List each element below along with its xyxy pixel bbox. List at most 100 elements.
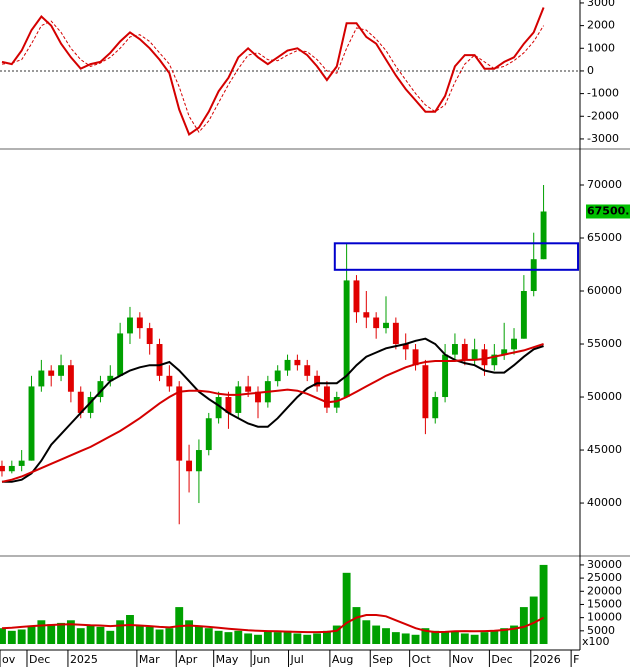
candle-body	[383, 322, 389, 329]
x-tick-label: 2026	[533, 653, 561, 666]
y-tick-label: -1000	[587, 87, 619, 100]
candle-body	[373, 317, 380, 329]
candle-body	[540, 211, 547, 260]
x-tick-label: Dec	[491, 653, 512, 666]
x-tick-label: 2025	[70, 653, 98, 666]
candle-body	[314, 375, 321, 387]
volume-bar	[293, 633, 302, 644]
last-price-box	[586, 204, 630, 219]
candle-body	[8, 465, 15, 472]
candle-body	[58, 365, 65, 376]
volume-bar	[96, 626, 105, 644]
y-tick-label: 55000	[587, 337, 622, 350]
y-tick-label: 15000	[587, 597, 622, 610]
x-tick-label: May	[216, 653, 239, 666]
y-tick-label: 20000	[587, 584, 622, 597]
candle-body	[117, 333, 124, 376]
volume-bar	[126, 615, 134, 644]
y-tick-label: -3000	[587, 132, 619, 145]
candle-body	[97, 381, 104, 398]
candle-body	[186, 460, 193, 472]
candle-body	[353, 280, 360, 313]
highlight-box	[333, 242, 580, 271]
volume-bar	[401, 633, 410, 644]
last-price-label: 67500.00	[587, 204, 630, 217]
volume-bar	[431, 630, 440, 644]
candle-body	[511, 338, 517, 350]
volume-bar	[500, 628, 509, 644]
volume-bar	[234, 630, 243, 644]
x-tick-label: Aug	[332, 653, 353, 666]
candle-body	[127, 317, 133, 334]
x-tick-label: Jul	[290, 653, 304, 666]
candle-body	[304, 365, 311, 376]
line-series	[2, 337, 544, 483]
volume-bar	[529, 596, 538, 644]
x-tick-label: Mar	[139, 653, 160, 666]
candle-body	[491, 354, 498, 366]
volume-bar	[372, 625, 381, 644]
candle-body	[176, 386, 183, 461]
candle-body	[520, 291, 527, 339]
candle-body	[38, 370, 45, 387]
y-tick-label: 5000	[587, 624, 615, 637]
volume-bar	[490, 630, 499, 644]
candle-body	[294, 359, 301, 366]
x-tick-label: Sep	[372, 653, 393, 666]
line-series	[1, 20, 545, 133]
candle-body	[156, 344, 163, 376]
volume-bar	[244, 633, 253, 644]
volume-bar	[47, 624, 56, 644]
x-tick-label: Dec	[29, 653, 50, 666]
y-tick-label: 1000	[587, 41, 615, 54]
candle-body	[28, 386, 35, 461]
y-tick-label: 60000	[587, 284, 622, 297]
volume-bar	[66, 620, 75, 644]
candle-body	[245, 386, 252, 392]
candle-body	[215, 397, 222, 419]
y-tick-label: 2000	[587, 19, 615, 32]
candle-body	[48, 370, 55, 376]
volume-bar	[57, 622, 65, 644]
y-tick-label: 10000	[587, 611, 622, 624]
volume-bar	[185, 620, 194, 644]
volume-bar	[116, 620, 125, 644]
candle-body	[77, 391, 84, 413]
volume-bar	[303, 634, 312, 644]
x-tick-label: Oct	[412, 653, 432, 666]
candle-body	[442, 354, 449, 398]
candle-body	[0, 465, 5, 472]
y-tick-label: 40000	[587, 496, 622, 509]
volume-bar	[283, 630, 292, 644]
y-tick-label: 25000	[587, 571, 622, 584]
candle-body	[363, 312, 370, 318]
candle-body	[461, 344, 468, 360]
candle-body	[471, 349, 478, 360]
volume-bar	[194, 625, 203, 644]
y-tick-label: 3000	[587, 0, 615, 9]
volume-bar	[539, 564, 548, 644]
volume-bar	[17, 629, 26, 644]
candle-body	[412, 349, 419, 366]
candle-body	[284, 359, 291, 371]
candle-body	[107, 375, 114, 382]
candle-body	[136, 317, 143, 329]
volume-bar	[441, 632, 450, 644]
volume-bar	[411, 634, 420, 644]
y-tick-label: -2000	[587, 109, 619, 122]
y-tick-label: 0	[587, 64, 594, 77]
y-tick-label: 50000	[587, 390, 622, 403]
candle-body	[18, 460, 25, 466]
volume-bar	[37, 620, 46, 644]
volume-bar	[165, 628, 174, 644]
volume-bar	[155, 629, 164, 644]
candle-body	[255, 391, 261, 403]
candle-body	[67, 365, 74, 392]
candle-body	[235, 386, 242, 413]
candle-body	[333, 397, 340, 408]
volume-bar	[224, 632, 233, 644]
volume-bar	[273, 632, 282, 644]
volume-bar	[391, 632, 400, 644]
